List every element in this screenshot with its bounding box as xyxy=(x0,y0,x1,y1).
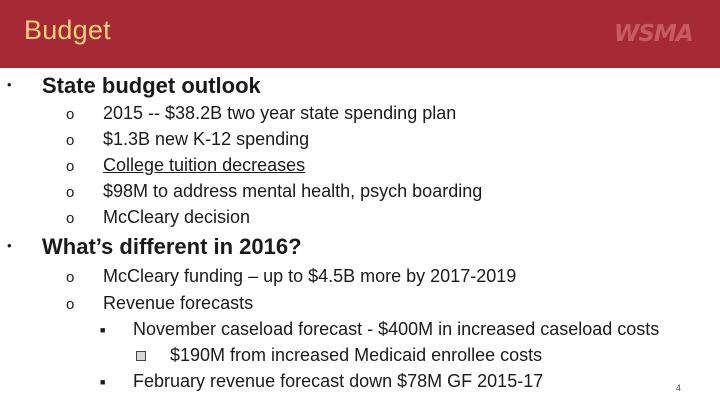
square-bullet-icon: ■ xyxy=(100,377,106,387)
wsma-logo: WSMA xyxy=(614,21,694,47)
circle-bullet-icon: o xyxy=(66,184,75,201)
circle-bullet-icon: o xyxy=(66,296,75,313)
list-item-text: 2015 -- $38.2B two year state spending p… xyxy=(103,103,457,123)
slide-title: Budget xyxy=(24,15,111,45)
list-item-text: $1.3B new K-12 spending xyxy=(103,129,310,149)
title-bar: Budget WSMA xyxy=(0,0,720,68)
bullet-dot-icon: • xyxy=(7,77,12,92)
circle-bullet-icon: o xyxy=(66,210,75,227)
bullet-heading: State budget outlook xyxy=(42,73,261,98)
checkbox-square-icon xyxy=(136,351,146,361)
circle-bullet-icon: o xyxy=(66,106,75,123)
bullet-dot-icon: • xyxy=(7,238,12,253)
bullet-heading: What’s different in 2016? xyxy=(42,234,302,259)
list-item-text: Revenue forecasts xyxy=(103,293,254,313)
sub-list-item-text: February revenue forecast down $78M GF 2… xyxy=(133,371,544,391)
circle-bullet-icon: o xyxy=(66,269,75,286)
list-item-text: $98M to address mental health, psych boa… xyxy=(103,181,483,201)
square-bullet-icon: ■ xyxy=(100,325,106,335)
list-item-text: McCleary decision xyxy=(103,207,251,227)
sub-list-item-text: November caseload forecast - $400M in in… xyxy=(133,319,660,339)
circle-bullet-icon: o xyxy=(66,158,75,175)
circle-bullet-icon: o xyxy=(66,132,75,149)
list-item-text: College tuition decreases xyxy=(103,155,306,175)
page-number: 4 xyxy=(676,383,682,393)
sub-sub-list-item-text: $190M from increased Medicaid enrollee c… xyxy=(170,345,543,365)
list-item-text: McCleary funding – up to $4.5B more by 2… xyxy=(103,266,517,286)
